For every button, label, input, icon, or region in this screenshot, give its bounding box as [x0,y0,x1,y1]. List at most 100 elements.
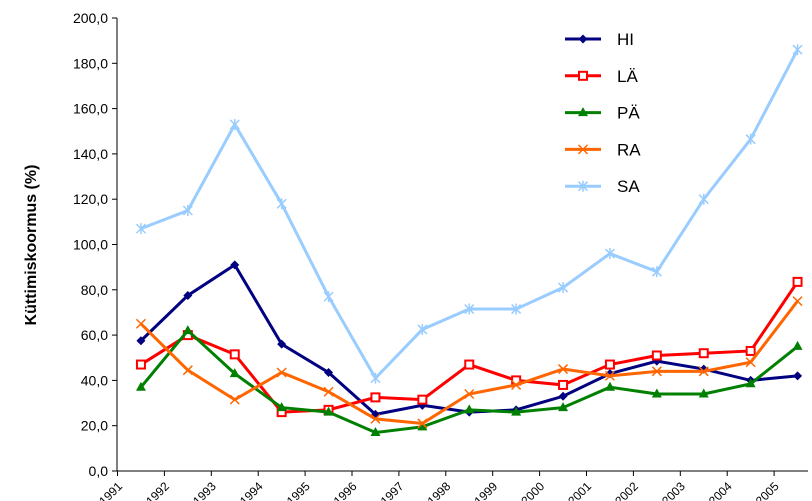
legend-marker [577,180,589,192]
data-point [698,348,709,359]
data-point [276,198,287,210]
data-point [135,381,146,391]
data-point [698,366,709,377]
series-line [139,262,798,416]
data-point [651,366,662,377]
y-tick-label: 180,0 [73,55,108,71]
data-point [370,372,381,384]
series-line [139,328,799,435]
data-point [370,392,381,403]
data-point [604,381,615,391]
data-point [604,370,615,381]
data-point [558,379,569,390]
data-point [370,413,381,424]
x-tick-label: 1992 [143,479,172,501]
data-point [135,318,146,329]
x-tick-label: 1997 [378,479,407,501]
x-tick-label: 2003 [659,479,688,501]
data-point [604,248,615,260]
data-point [276,402,287,412]
data-point [182,325,193,335]
data-point [135,359,146,370]
data-point [698,388,709,398]
y-tick-label: 0,0 [89,463,109,479]
data-point [230,260,240,270]
x-tick-label: 2002 [612,479,641,501]
data-point [511,379,522,390]
data-point [511,303,522,315]
data-point [793,371,803,381]
legend-label: SA [617,177,640,196]
data-point [792,340,803,350]
data-point [229,368,240,378]
data-point [323,406,334,416]
legend-marker [578,107,588,117]
x-tick-label: 1994 [237,479,266,501]
y-tick-label: 80,0 [81,282,108,298]
y-tick-label: 20,0 [81,418,108,434]
x-tick-label: 2005 [753,479,782,501]
data-point [464,359,475,370]
x-tick-label: 1993 [190,479,219,501]
x-tick-label: 2000 [518,479,547,501]
data-point [183,290,193,300]
data-point [417,394,428,405]
y-tick-label: 140,0 [73,146,108,162]
data-point [651,350,662,361]
legend-marker [578,70,588,81]
data-point [229,394,240,405]
data-point [698,193,709,205]
legend-marker [577,144,589,155]
y-tick-label: 100,0 [73,237,108,253]
data-point [417,421,428,431]
data-point [136,336,146,346]
data-point [651,266,662,278]
x-tick-label: 1995 [284,479,313,501]
data-point [745,133,756,145]
y-tick-label: 40,0 [81,372,108,388]
data-point [323,386,334,397]
data-point [464,303,475,315]
y-tick-label: 60,0 [81,327,108,343]
data-point [277,339,287,349]
x-tick-label: 1991 [96,479,125,501]
data-point [651,388,662,398]
y-tick-label: 120,0 [73,191,108,207]
x-tick-label: 2004 [706,479,735,501]
legend-label: HI [617,30,634,49]
data-point [511,406,522,416]
data-point [558,391,568,401]
legend-label: RA [617,140,641,159]
data-point [745,357,756,368]
data-point [464,404,475,414]
data-point [464,388,475,400]
y-tick-label: 200,0 [73,10,108,26]
data-point [417,323,428,335]
legend-label: PÄ [617,104,640,123]
x-tick-label: 1996 [331,479,360,501]
data-point [276,367,287,378]
y-axis-label: Küttimiskoormus (%) [23,165,40,326]
data-point [417,418,428,429]
y-tick-label: 160,0 [73,101,108,117]
data-point [323,291,334,303]
x-tick-label: 2001 [565,479,594,501]
data-point [229,349,240,360]
data-point [324,367,334,377]
data-point [792,296,803,307]
data-point [792,44,803,56]
data-point [745,345,756,356]
x-tick-label: 1999 [471,479,500,501]
legend-marker [578,34,588,44]
data-point [135,223,146,235]
data-point [604,359,615,370]
data-point [745,378,756,388]
data-point [558,402,569,412]
data-point [558,364,569,375]
data-point [792,276,803,287]
x-tick-label: 1998 [425,479,454,501]
data-point [558,282,569,294]
data-point [182,205,193,217]
data-point [182,365,193,376]
